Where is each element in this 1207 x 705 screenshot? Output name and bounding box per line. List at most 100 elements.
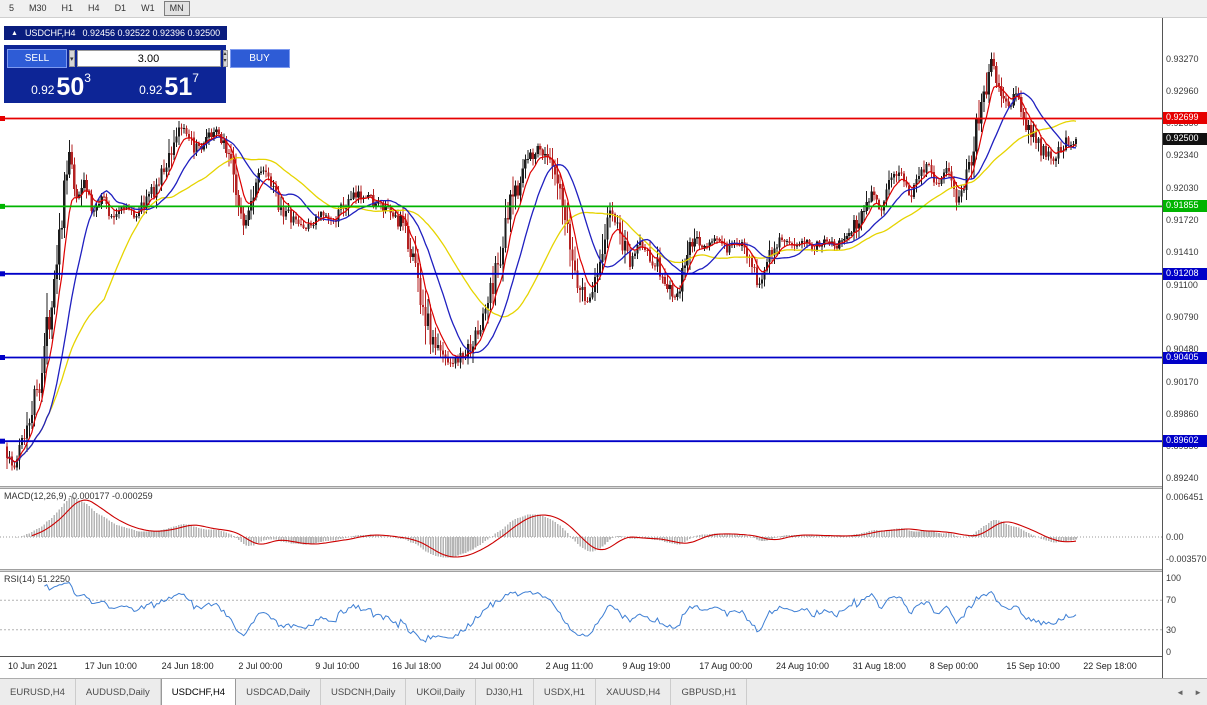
timeframe-button-h1[interactable]: H1 xyxy=(56,1,80,16)
time-label: 9 Jul 10:00 xyxy=(315,661,360,671)
pane-splitter[interactable] xyxy=(0,486,1162,489)
chart-title-bar: ▲ USDCHF,H4 0.92456 0.92522 0.92396 0.92… xyxy=(4,26,228,40)
rsi-scale-label: 100 xyxy=(1166,572,1182,583)
rsi-scale-label: 70 xyxy=(1166,594,1177,605)
time-label: 24 Jul 00:00 xyxy=(468,661,518,671)
price-scale-label: 0.92960 xyxy=(1166,85,1199,96)
sell-price-base: 0.92 xyxy=(31,83,55,97)
lot-size-input[interactable] xyxy=(76,50,221,67)
trade-controls-row: SELL ▾ ▴▾ BUY xyxy=(7,48,290,69)
macd-title: MACD(12,26,9) -0.000177 -0.000259 xyxy=(4,491,153,501)
chart-tabbar: EURUSD,H4 AUDUSD,Daily USDCHF,H4 USDCAD,Dai… xyxy=(0,678,1207,705)
chart-symbol-label: USDCHF,H4 xyxy=(24,28,76,38)
support-line-blue-3-tag: 0.89602 xyxy=(1163,435,1207,448)
timeframe-toolbar: 5 M30 H1 H4 D1 W1 MN xyxy=(0,0,1207,18)
lot-dropdown-button[interactable]: ▾ xyxy=(69,50,75,67)
tabs-scroll-right-button[interactable]: ► xyxy=(1194,687,1202,697)
time-label: 15 Sep 10:00 xyxy=(1006,661,1060,671)
timeframe-button-d1[interactable]: D1 xyxy=(109,1,133,16)
price-scale-label: 0.90790 xyxy=(1166,311,1199,322)
chart-plot-column: ▲ USDCHF,H4 0.92456 0.92522 0.92396 0.92… xyxy=(0,18,1162,678)
tab-gbpusd-h1[interactable]: GBPUSD,H1 xyxy=(671,679,748,705)
chart-ohlc-values: 0.92456 0.92522 0.92396 0.92500 xyxy=(82,28,221,38)
timeframe-button-w1[interactable]: W1 xyxy=(135,1,161,16)
price-scale-label: 0.93270 xyxy=(1166,53,1199,64)
tab-eurusd-h4[interactable]: EURUSD,H4 xyxy=(0,679,76,705)
lot-spinner[interactable]: ▴ ▾ xyxy=(222,50,228,67)
time-label: 10 Jun 2021 xyxy=(8,661,58,671)
tab-ukoil-daily[interactable]: UKOil,Daily xyxy=(406,679,476,705)
buy-button[interactable]: BUY xyxy=(229,49,290,68)
time-label: 17 Aug 00:00 xyxy=(699,661,753,671)
sell-price-display[interactable]: 0.92 50 3 xyxy=(7,69,115,102)
sell-price-big: 50 xyxy=(56,73,85,101)
timeframe-button-mn[interactable]: MN xyxy=(163,1,190,16)
time-label: 24 Jun 18:00 xyxy=(161,661,214,671)
time-axis[interactable]: 10 Jun 2021 17 Jun 10:00 24 Jun 18:00 2 Jul… xyxy=(0,656,1162,678)
tab-usdcnh-daily[interactable]: USDCNH,Daily xyxy=(321,679,407,705)
time-label: 8 Sep 00:00 xyxy=(929,661,979,671)
sell-price-sup: 3 xyxy=(84,71,91,85)
sell-button[interactable]: SELL xyxy=(7,49,67,68)
price-scale-label: 0.91410 xyxy=(1166,247,1199,258)
tab-scroll-buttons: ◄ ► xyxy=(1173,679,1205,705)
support-line-blue-2-tag: 0.90405 xyxy=(1163,351,1207,364)
buy-price-sup: 7 xyxy=(192,71,199,85)
timeframe-button-h4[interactable]: H4 xyxy=(82,1,106,16)
macd-scale-label: 0.00 xyxy=(1166,531,1184,542)
tab-dj30-h1[interactable]: DJ30,H1 xyxy=(476,679,534,705)
time-label: 22 Sep 18:00 xyxy=(1083,661,1137,671)
time-label: 24 Aug 10:00 xyxy=(776,661,830,671)
time-label: 2 Aug 11:00 xyxy=(545,661,593,671)
time-label: 2 Jul 00:00 xyxy=(238,661,283,671)
tab-audusd-daily[interactable]: AUDUSD,Daily xyxy=(76,679,161,705)
tab-xauusd-h4[interactable]: XAUUSD,H4 xyxy=(596,679,672,705)
collapse-triangle-icon[interactable]: ▲ xyxy=(11,29,18,37)
macd-canvas[interactable] xyxy=(0,489,1162,569)
macd-pane[interactable]: MACD(12,26,9) -0.000177 -0.000259 xyxy=(0,489,1162,569)
buy-price-big: 51 xyxy=(164,73,193,101)
pane-splitter[interactable] xyxy=(0,569,1162,572)
resistance-line-tag: 0.92699 xyxy=(1163,112,1207,125)
price-scale-label: 0.91720 xyxy=(1166,215,1199,225)
price-scale-label: 0.91100 xyxy=(1166,279,1198,290)
timeframe-button-m30[interactable]: M30 xyxy=(23,1,53,16)
time-label: 17 Jun 10:00 xyxy=(84,661,137,671)
timeframe-button-5[interactable]: 5 xyxy=(3,1,20,16)
tab-usdcad-daily[interactable]: USDCAD,Daily xyxy=(236,679,321,705)
trade-prices-row: 0.92 50 3 0.92 51 7 xyxy=(7,69,223,102)
rsi-title: RSI(14) 51.2250 xyxy=(4,574,71,584)
rsi-pane[interactable]: RSI(14) 51.2250 xyxy=(0,572,1162,656)
main-chart-canvas[interactable] xyxy=(0,18,1162,486)
buy-price-display[interactable]: 0.92 51 7 xyxy=(115,69,223,102)
rsi-canvas[interactable] xyxy=(0,572,1162,656)
macd-scale-label: 0.006451 xyxy=(1166,491,1204,502)
chart-area: ▲ USDCHF,H4 0.92456 0.92522 0.92396 0.92… xyxy=(0,18,1207,678)
current-price-tag: 0.92500 xyxy=(1163,133,1207,146)
tab-usdx-h1[interactable]: USDX,H1 xyxy=(534,679,597,705)
spinner-down-icon[interactable]: ▾ xyxy=(223,58,227,64)
price-scale-label: 0.89240 xyxy=(1166,473,1199,484)
price-scale-label: 0.89860 xyxy=(1166,408,1199,419)
price-scale-label: 0.92340 xyxy=(1166,150,1199,161)
buy-price-base: 0.92 xyxy=(139,83,163,97)
price-scale-label: 0.92030 xyxy=(1166,182,1199,193)
price-scale[interactable]: 0.932700.929600.926500.923400.920300.917… xyxy=(1162,18,1207,678)
spinner-up-icon[interactable]: ▴ xyxy=(223,51,227,57)
chart-tabs: EURUSD,H4 AUDUSD,Daily USDCHF,H4 USDCAD,Dai… xyxy=(0,679,748,705)
tabs-scroll-left-button[interactable]: ◄ xyxy=(1176,687,1185,697)
support-line-blue-1-tag: 0.91208 xyxy=(1163,267,1207,280)
main-chart-pane[interactable]: ▲ USDCHF,H4 0.92456 0.92522 0.92396 0.92… xyxy=(0,18,1162,486)
price-scale-label: 0.90480 xyxy=(1166,344,1199,355)
tab-usdchf-h4[interactable]: USDCHF,H4 xyxy=(160,679,237,705)
time-label: 9 Aug 19:00 xyxy=(622,661,671,671)
rsi-scale-label: 30 xyxy=(1166,624,1177,635)
time-label: 31 Aug 18:00 xyxy=(852,661,906,671)
time-label: 16 Jul 18:00 xyxy=(392,661,442,671)
support-line-green-tag: 0.91855 xyxy=(1163,200,1207,213)
price-scale-label: 0.90170 xyxy=(1166,376,1199,387)
rsi-scale-label: 0 xyxy=(1166,646,1172,657)
macd-scale-label: -0.003570 xyxy=(1166,553,1207,564)
